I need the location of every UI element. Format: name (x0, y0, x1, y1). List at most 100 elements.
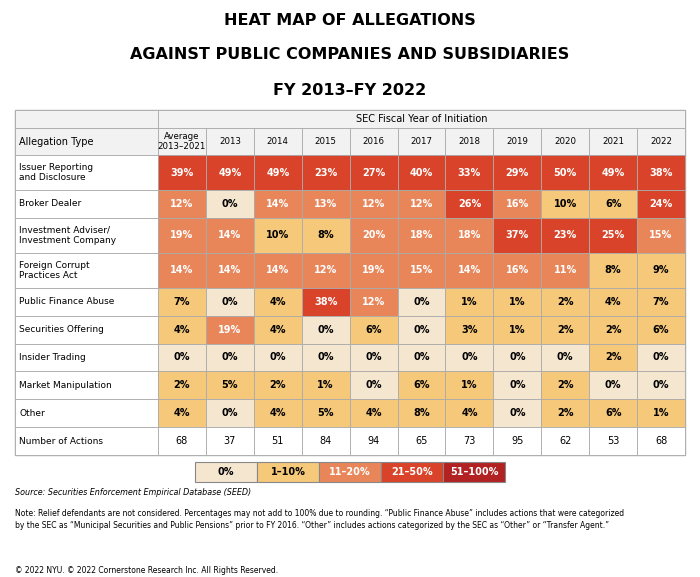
Bar (158, 110, 685, 128)
Text: 12%: 12% (170, 199, 194, 209)
Bar (158, 253, 206, 288)
Text: 14%: 14% (458, 265, 481, 275)
Text: 2%: 2% (557, 297, 573, 307)
Text: 6%: 6% (653, 325, 669, 335)
Text: Source: Securities Enforcement Empirical Database (SEED): Source: Securities Enforcement Empirical… (15, 488, 251, 497)
Text: 0%: 0% (413, 353, 430, 362)
Text: 2%: 2% (270, 380, 286, 391)
Text: © 2022 NYU. © 2022 Cornerstone Research Inc. All Rights Reserved.: © 2022 NYU. © 2022 Cornerstone Research … (15, 566, 278, 575)
Text: 9%: 9% (653, 265, 669, 275)
Text: 53: 53 (607, 436, 620, 446)
Bar (349, 399, 398, 427)
Bar (398, 343, 445, 372)
Text: 6%: 6% (605, 408, 622, 418)
Text: 0%: 0% (222, 408, 238, 418)
Bar (494, 190, 541, 218)
Bar (254, 190, 302, 218)
Bar (349, 343, 398, 372)
Bar (589, 343, 637, 372)
Bar (158, 316, 206, 343)
Text: 37: 37 (224, 436, 236, 446)
Text: 6%: 6% (413, 380, 430, 391)
Bar (445, 128, 493, 155)
Text: 38%: 38% (314, 297, 337, 307)
Text: 5%: 5% (222, 380, 238, 391)
Text: 14%: 14% (266, 265, 289, 275)
Bar (349, 190, 398, 218)
Bar (398, 372, 445, 399)
Bar (637, 343, 685, 372)
Text: 1%: 1% (509, 325, 526, 335)
Bar (445, 372, 493, 399)
Bar (15, 190, 158, 218)
Bar (158, 190, 206, 218)
Bar (541, 190, 589, 218)
Text: 6%: 6% (365, 325, 382, 335)
Bar (398, 253, 445, 288)
Bar (494, 155, 541, 190)
Bar (445, 399, 493, 427)
Bar (206, 253, 254, 288)
Bar (494, 316, 541, 343)
Text: 10%: 10% (554, 199, 577, 209)
Bar (637, 190, 685, 218)
Text: 0%: 0% (653, 353, 669, 362)
Text: 0%: 0% (218, 467, 234, 477)
Bar (257, 462, 319, 482)
Bar (302, 253, 349, 288)
Text: 14%: 14% (266, 199, 289, 209)
Bar (158, 155, 206, 190)
Text: 4%: 4% (365, 408, 382, 418)
Bar (206, 427, 254, 455)
Text: 51: 51 (272, 436, 284, 446)
Bar (398, 190, 445, 218)
Text: 15%: 15% (650, 230, 673, 241)
Text: 2021: 2021 (602, 137, 624, 146)
Text: 94: 94 (368, 436, 379, 446)
Text: 5%: 5% (317, 408, 334, 418)
Text: 7%: 7% (174, 297, 190, 307)
Bar (541, 253, 589, 288)
Bar (445, 288, 493, 316)
Text: 25%: 25% (601, 230, 625, 241)
Text: 0%: 0% (222, 353, 238, 362)
Text: 2016: 2016 (363, 137, 384, 146)
Text: 11%: 11% (554, 265, 577, 275)
Text: 0%: 0% (509, 353, 526, 362)
Text: 21–50%: 21–50% (391, 467, 433, 477)
Text: 12%: 12% (362, 199, 385, 209)
Text: 0%: 0% (174, 353, 190, 362)
Text: 2018: 2018 (458, 137, 480, 146)
Bar (637, 253, 685, 288)
Bar (494, 288, 541, 316)
Bar (494, 427, 541, 455)
Text: 4%: 4% (270, 297, 286, 307)
Bar (15, 316, 158, 343)
Bar (398, 288, 445, 316)
Bar (158, 218, 206, 253)
Bar (206, 128, 254, 155)
Text: Allegation Type: Allegation Type (19, 137, 94, 147)
Text: 23%: 23% (554, 230, 577, 241)
Bar (637, 288, 685, 316)
Bar (494, 372, 541, 399)
Text: 23%: 23% (314, 167, 337, 178)
Text: Other: Other (19, 409, 45, 418)
Text: Average
2013–2021: Average 2013–2021 (158, 132, 206, 151)
Text: 2013: 2013 (219, 137, 241, 146)
Bar (541, 155, 589, 190)
Text: 18%: 18% (458, 230, 481, 241)
Bar (206, 316, 254, 343)
Text: 2%: 2% (557, 380, 573, 391)
Bar (637, 427, 685, 455)
Bar (302, 343, 349, 372)
Text: 1%: 1% (653, 408, 669, 418)
Bar (541, 316, 589, 343)
Bar (541, 399, 589, 427)
Bar (381, 462, 443, 482)
Text: 4%: 4% (174, 408, 190, 418)
Text: Public Finance Abuse: Public Finance Abuse (19, 297, 114, 306)
Bar (15, 399, 158, 427)
Text: 2%: 2% (557, 325, 573, 335)
Text: 1%: 1% (317, 380, 334, 391)
